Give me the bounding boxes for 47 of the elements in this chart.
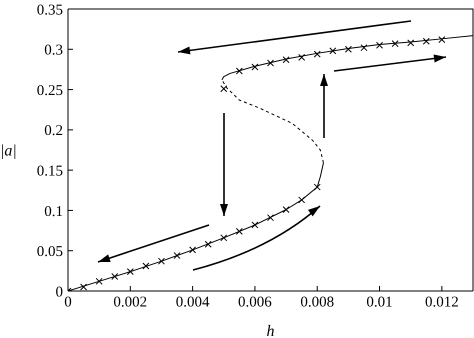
y-tick-label: 0.35 [36, 2, 63, 18]
point [360, 44, 368, 52]
point [407, 39, 414, 46]
point [236, 228, 243, 235]
point [251, 64, 258, 71]
x-axis-title: h [266, 323, 274, 338]
point [298, 196, 306, 204]
point [142, 262, 150, 270]
point [392, 40, 399, 48]
x-tick-label: 0.002 [113, 294, 148, 311]
y-tick-label: 0.3 [44, 42, 63, 59]
x-tick-label: 0.012 [424, 294, 459, 311]
point [267, 214, 274, 222]
point [314, 184, 321, 191]
y-tick-label: 0.25 [36, 82, 63, 99]
point [422, 38, 430, 45]
point [80, 283, 88, 290]
point [251, 221, 258, 228]
point [298, 54, 306, 61]
y-axis-title: |a| [0, 142, 17, 160]
point [314, 50, 321, 58]
point [111, 272, 118, 280]
x-tick-label: 0.004 [176, 294, 210, 311]
point [267, 59, 274, 66]
point [438, 36, 446, 44]
point [220, 85, 228, 92]
point [174, 252, 181, 260]
y-tick-label: 0.1 [44, 204, 63, 220]
y-tick-label: 0 [56, 284, 63, 300]
y-tick-label: 0.15 [36, 163, 63, 180]
point [204, 240, 212, 248]
point [282, 56, 290, 64]
point [329, 47, 336, 54]
point [282, 206, 290, 214]
point [236, 68, 243, 75]
point [376, 42, 384, 49]
point [96, 278, 103, 285]
point [189, 246, 196, 254]
point [220, 234, 228, 242]
point [126, 268, 134, 276]
y-tick-label: 0.05 [36, 244, 63, 260]
point [158, 258, 165, 265]
point [344, 46, 352, 53]
y-tick-label: 0.2 [44, 123, 63, 140]
x-tick-label: 0.006 [238, 294, 272, 311]
x-tick-label: 0.01 [366, 294, 393, 311]
x-tick-label: 0.008 [300, 294, 334, 311]
